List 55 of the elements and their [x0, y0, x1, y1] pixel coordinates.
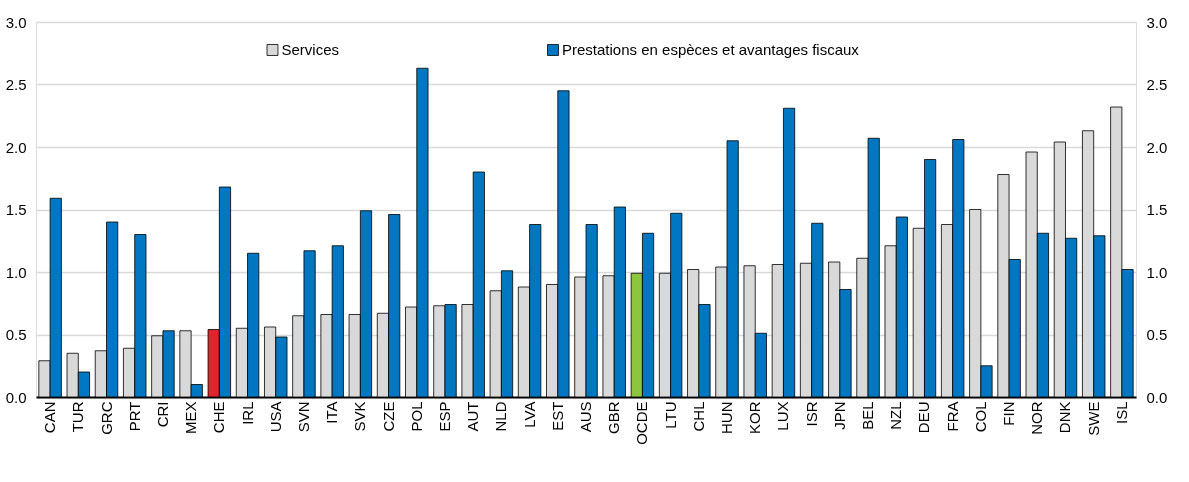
x-tick-label: CZE	[379, 401, 397, 432]
x-tick-label: BEL	[859, 401, 877, 430]
x-tick-label: AUT	[464, 401, 482, 432]
x-tick-label: SVN	[294, 401, 312, 433]
x-tick-label: COL	[971, 401, 989, 433]
x-tick-label: SVK	[351, 401, 369, 432]
y2-tick-label: 2.5	[1146, 76, 1168, 93]
x-tick-label: CHE	[210, 401, 228, 434]
y2-tick-label: 1.0	[1146, 263, 1168, 281]
y-tick-label: 1.5	[5, 201, 27, 218]
x-tick-label: FIN	[1000, 401, 1018, 426]
y-tick-label: 2.0	[5, 138, 27, 156]
x-tick-label: DNK	[1056, 401, 1074, 434]
x-tick-label: IRL	[238, 401, 256, 425]
y2-tick-label: 3.0	[1146, 13, 1168, 31]
x-tick-label: CRI	[153, 401, 171, 428]
x-tick-label: CHL	[689, 401, 707, 432]
x-tick-label: ISR	[802, 401, 820, 427]
y2-tick-label: 1.5	[1146, 201, 1168, 218]
x-tick-label: LTU	[661, 401, 679, 429]
x-tick-label: PRT	[125, 401, 143, 432]
x-tick-label: LUX	[774, 401, 792, 431]
x-tick-label: USA	[266, 401, 284, 433]
x-tick-label: NZL	[887, 401, 905, 430]
x-tick-label: AUS	[577, 401, 594, 433]
x-tick-label: SWE	[1084, 401, 1102, 436]
y-tick-label: 0.5	[5, 326, 27, 343]
x-tick-label: GBR	[605, 401, 623, 435]
x-tick-label: NLD	[492, 401, 510, 432]
y2-tick-label: 2.0	[1146, 138, 1168, 156]
x-tick-label: ISL	[1112, 401, 1130, 425]
x-tick-label: ITA	[323, 401, 341, 424]
x-tick-label: NOR	[1028, 401, 1046, 435]
x-tick-label: FRA	[943, 401, 961, 432]
x-tick-label: MEX	[182, 401, 200, 435]
y-tick-label: 0.0	[5, 388, 27, 406]
legend-label: Services	[281, 41, 340, 58]
y-tick-label: 3.0	[5, 13, 27, 31]
x-tick-label: JPN	[830, 401, 848, 430]
x-tick-label: CAN	[41, 401, 59, 434]
x-tick-label: POL	[407, 401, 425, 432]
x-tick-label: OCDE	[633, 401, 651, 445]
x-tick-label: GRC	[97, 401, 115, 435]
x-tick-label: EST	[548, 401, 566, 431]
legend-label: Prestations en espèces et avantages fiscaux	[562, 41, 860, 58]
y2-tick-label: 0.0	[1146, 388, 1168, 406]
x-tick-label: HUN	[718, 401, 736, 434]
x-tick-label: LVA	[520, 401, 538, 428]
x-tick-label: ESP	[435, 401, 453, 432]
x-tick-label: TUR	[69, 401, 87, 433]
y2-tick-label: 0.5	[1146, 326, 1168, 343]
x-tick-label: KOR	[746, 401, 764, 435]
x-tick-label: DEU	[915, 401, 933, 434]
y-tick-label: 1.0	[5, 263, 27, 281]
y-tick-label: 2.5	[5, 76, 27, 93]
